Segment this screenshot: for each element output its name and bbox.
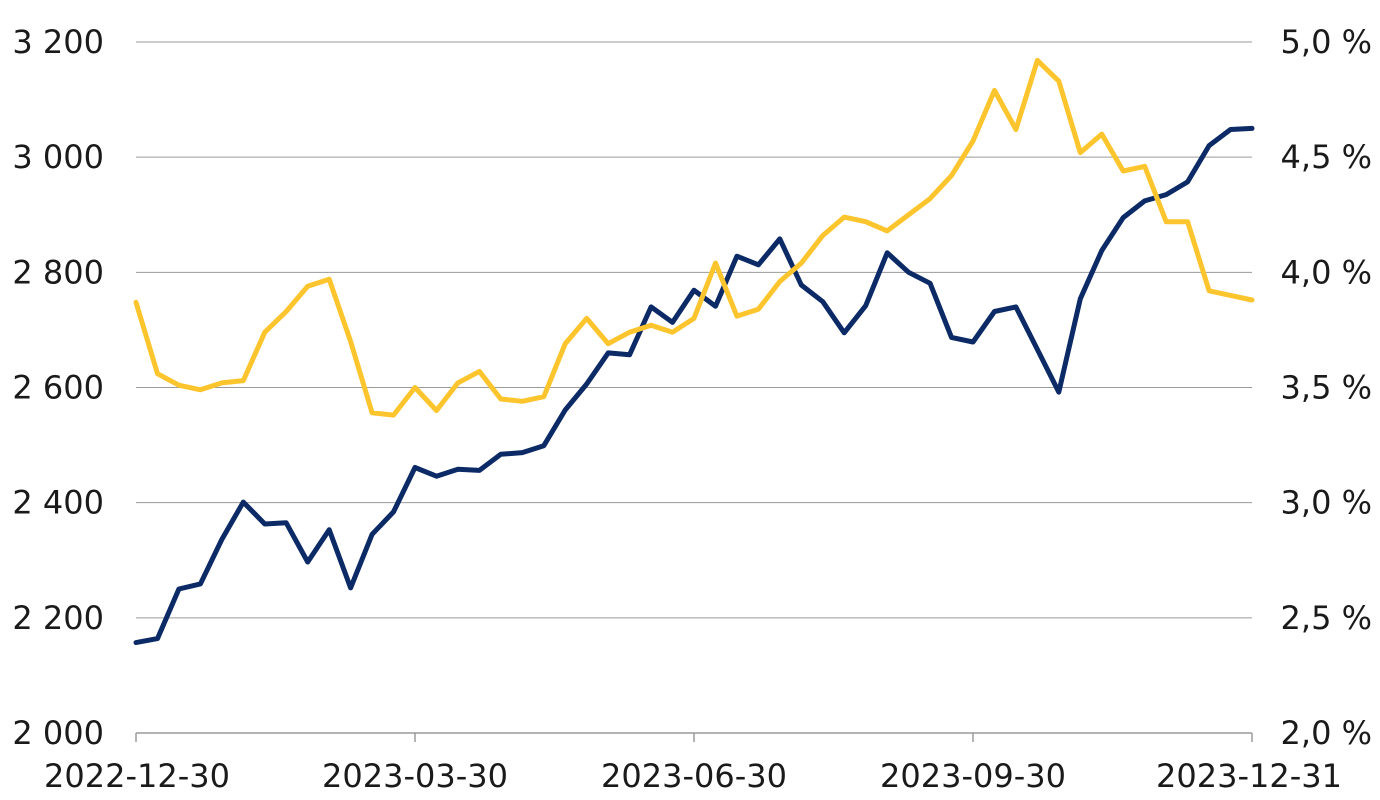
right-tick-label: 2,5 % [1281, 599, 1372, 637]
right-tick-label: 4,0 % [1281, 253, 1372, 291]
series-line-right-axis [133, 57, 1255, 418]
left-tick-label: 2 600 [12, 369, 104, 407]
gridlines [136, 41, 1252, 619]
right-tick-label: 3,5 % [1281, 369, 1372, 407]
x-tick-label: 2022-12-30 [44, 757, 230, 795]
left-tick-label: 2 200 [12, 599, 104, 637]
x-tick-label: 2023-12-31 [1156, 757, 1342, 795]
x-axis-tick-labels: 2022-12-30 2023-03-30 2023-06-30 2023-09-30… [44, 757, 1342, 795]
axes [135, 732, 1253, 742]
left-tick-label: 2 800 [12, 253, 104, 291]
x-tick-label: 2023-09-30 [880, 757, 1066, 795]
series-lines [133, 57, 1255, 646]
left-axis-tick-labels: 2 000 2 200 2 400 2 600 2 800 3 000 3 200 [12, 23, 104, 752]
series-line-left-axis [133, 125, 1255, 646]
left-tick-label: 3 000 [12, 138, 104, 176]
left-tick-label: 3 200 [12, 23, 104, 61]
x-tick-label: 2023-03-30 [322, 757, 508, 795]
right-tick-label: 5,0 % [1281, 23, 1372, 61]
right-tick-label: 2,0 % [1281, 714, 1372, 752]
right-tick-label: 3,0 % [1281, 484, 1372, 522]
left-tick-label: 2 400 [12, 484, 104, 522]
left-tick-label: 2 000 [12, 714, 104, 752]
right-tick-label: 4,5 % [1281, 138, 1372, 176]
right-axis-tick-labels: 2,0 % 2,5 % 3,0 % 3,5 % 4,0 % 4,5 % 5,0 % [1281, 23, 1372, 752]
x-tick-label: 2023-06-30 [601, 757, 787, 795]
